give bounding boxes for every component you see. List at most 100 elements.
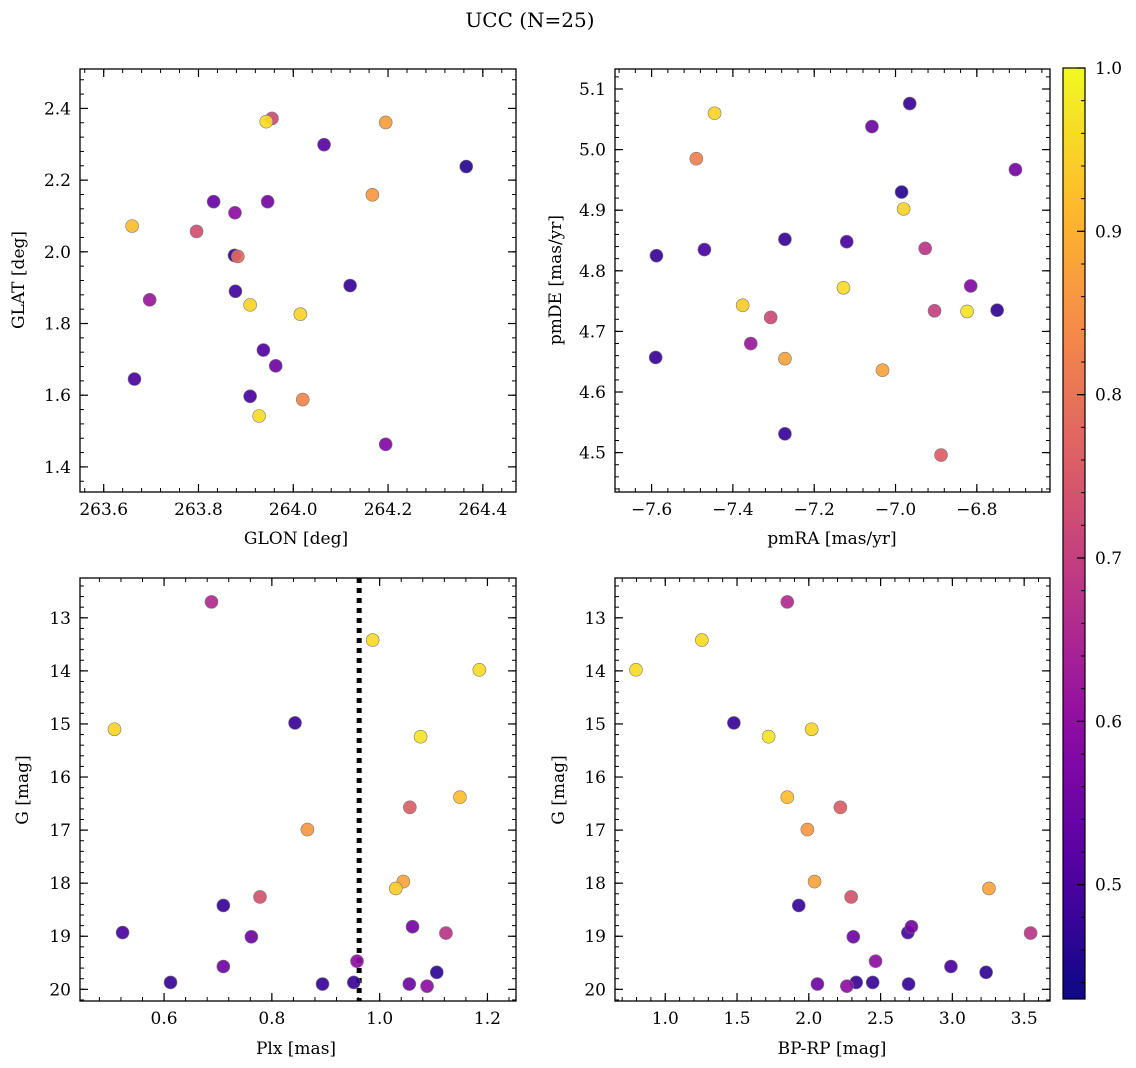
scatter-point <box>778 351 792 366</box>
scatter-point <box>982 881 996 896</box>
scatter-point <box>865 119 879 134</box>
scatter-point <box>875 363 890 377</box>
y-tick-label: 17 <box>49 821 71 841</box>
y-tick-label: 4.9 <box>579 201 606 221</box>
x-tick-label: 0.8 <box>258 1009 285 1029</box>
scatter-point <box>420 979 434 993</box>
scatter-point <box>403 800 417 815</box>
scatter-point <box>1008 162 1023 177</box>
y-tick-label: 20 <box>584 980 606 1000</box>
scatter-point <box>405 919 420 934</box>
x-tick-label: 2.5 <box>867 1009 894 1029</box>
x-tick-label: 264.0 <box>269 500 318 520</box>
axes-frame <box>79 68 517 493</box>
y-tick-label: 15 <box>49 715 71 735</box>
scatter-point <box>629 663 643 677</box>
scatter-point <box>243 389 257 404</box>
scatter-point <box>459 159 474 174</box>
y-tick-label: 1.6 <box>44 386 71 406</box>
scatter-point <box>927 304 942 318</box>
y-tick-label: 13 <box>49 609 71 629</box>
x-tick-label: 263.6 <box>79 500 128 520</box>
scatter-point <box>904 919 919 934</box>
scatter-point <box>649 248 664 263</box>
colorbar: 0.5 0.6 0.7 0.8 0.9 1.0 <box>1062 59 1122 1000</box>
scatter-point <box>707 106 722 121</box>
scatter-point <box>689 151 704 166</box>
scatter-point <box>346 975 361 990</box>
x-tick-label: −7.4 <box>712 500 753 520</box>
scatter-point <box>268 359 283 373</box>
scatter-point <box>778 232 792 247</box>
x-tick-label: 1.2 <box>474 1009 501 1029</box>
y-tick-label: 18 <box>584 874 606 894</box>
panel-bprp-g: BP-RP [mag] G [mag] 1.0 1.5 2.0 2.5 3.0 3.5 13… <box>549 577 1051 1059</box>
y-tick-label: 2.4 <box>44 99 71 119</box>
scatter-point <box>216 959 231 974</box>
scatter-point <box>115 925 130 940</box>
y-tick-label: 5.1 <box>579 80 606 100</box>
scatter-point <box>142 293 157 307</box>
scatter-point <box>429 965 444 980</box>
scatter-point <box>807 874 822 889</box>
scatter-point <box>846 929 861 944</box>
scatter-point <box>735 298 750 313</box>
scatter-point <box>365 188 380 202</box>
scatter-point <box>896 202 911 216</box>
scatter-point <box>293 307 308 321</box>
scatter-point <box>402 977 417 991</box>
x-tick-label: 2.0 <box>795 1009 822 1029</box>
plot-area <box>615 69 1050 492</box>
x-tick-label: 264.4 <box>458 500 507 520</box>
x-tick-label: −7.0 <box>875 500 916 520</box>
scatter-point <box>350 954 364 968</box>
scatter-point <box>228 284 243 299</box>
scatter-point <box>315 977 330 991</box>
axes-frame <box>79 577 517 1002</box>
scatter-point <box>944 959 958 974</box>
plot-area <box>80 69 516 492</box>
y-tick-label: 15 <box>584 715 606 735</box>
scatter-point <box>761 729 776 744</box>
colorbar-tick-label: 0.7 <box>1095 549 1122 569</box>
x-tick-label: 1.5 <box>724 1009 751 1029</box>
y-tick-label: 18 <box>49 874 71 894</box>
y-axis-label-pmde: pmDE [mas/yr] <box>546 215 566 345</box>
y-tick-label: 16 <box>49 768 71 788</box>
scatter-point <box>743 336 758 351</box>
y-tick-label: 14 <box>584 662 606 682</box>
x-tick-label: 3.5 <box>1011 1009 1038 1029</box>
y-tick-label: 20 <box>49 980 71 1000</box>
plot-area <box>615 578 1050 1001</box>
scatter-point <box>256 343 271 357</box>
colorbar-tick-label: 0.8 <box>1095 386 1122 406</box>
x-tick-label: −7.6 <box>631 500 672 520</box>
scatter-point <box>902 96 917 111</box>
y-axis-label-g-mag: G [mag] <box>549 755 569 824</box>
scatter-point <box>389 881 403 896</box>
scatter-point <box>295 392 310 407</box>
scatter-point <box>378 437 393 452</box>
colorbar-tick-label: 0.6 <box>1095 712 1122 732</box>
x-tick-label: 263.8 <box>174 500 223 520</box>
x-axis-label-plx: Plx [mas] <box>256 1039 336 1059</box>
y-tick-label: 13 <box>584 609 606 629</box>
x-tick-label: 1.0 <box>366 1009 393 1029</box>
scatter-point <box>243 298 257 312</box>
scatter-point <box>343 278 357 293</box>
scatter-point <box>413 729 428 744</box>
scatter-point <box>778 427 792 441</box>
scatter-point <box>695 633 709 647</box>
scatter-point <box>963 279 978 293</box>
scatter-point <box>697 242 712 257</box>
scatter-point <box>231 249 245 264</box>
scatter-point <box>253 890 267 904</box>
y-tick-label: 2.0 <box>44 243 71 263</box>
scatter-point <box>791 898 806 913</box>
scatter-point <box>163 975 178 990</box>
y-tick-label: 14 <box>49 662 71 682</box>
panel-glon-glat: GLON [deg] GLAT [deg] 263.6 263.8 264.0 264… <box>9 68 517 549</box>
x-axis-label-glon: GLON [deg] <box>244 529 348 549</box>
scatter-point <box>107 722 122 737</box>
